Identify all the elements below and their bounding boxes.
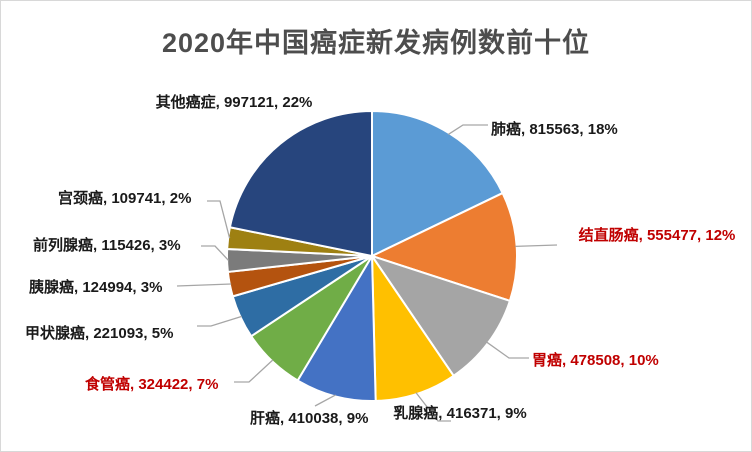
slice-label-2: 胃癌, 478508, 10% — [532, 352, 659, 369]
slice-label-10: 其他癌症, 997121, 22% — [155, 94, 313, 111]
leader-line-9 — [207, 200, 231, 239]
leader-line-4 — [314, 394, 336, 407]
pie-slice-4 — [296, 255, 377, 402]
slice-label-5: 食管癌, 324422, 7% — [85, 376, 219, 393]
leader-line-5 — [234, 359, 274, 383]
leader-line-8 — [201, 245, 229, 261]
slice-label-0: 肺癌, 815563, 18% — [491, 121, 618, 138]
chart-title: 2020年中国癌症新发病例数前十位 — [161, 28, 591, 58]
leader-line-7 — [176, 283, 232, 287]
slice-label-7: 胰腺癌, 124994, 3% — [29, 279, 163, 296]
slice-label-9: 宫颈癌, 109741, 2% — [58, 190, 192, 207]
slice-label-4: 肝癌, 410038, 9% — [250, 410, 369, 427]
slice-label-3: 乳腺癌, 416371, 9% — [393, 405, 527, 422]
slice-label-6: 甲状腺癌, 221093, 5% — [25, 325, 174, 342]
leader-line-0 — [447, 124, 488, 135]
slice-label-8: 前列腺癌, 115426, 3% — [33, 237, 181, 254]
slice-label-1: 结直肠癌, 555477, 12% — [578, 227, 736, 244]
leader-line-6 — [197, 315, 242, 327]
pie-slice-10 — [228, 110, 373, 257]
leader-line-3 — [415, 392, 451, 422]
leader-line-2 — [486, 341, 529, 359]
leader-line-1 — [515, 244, 558, 248]
